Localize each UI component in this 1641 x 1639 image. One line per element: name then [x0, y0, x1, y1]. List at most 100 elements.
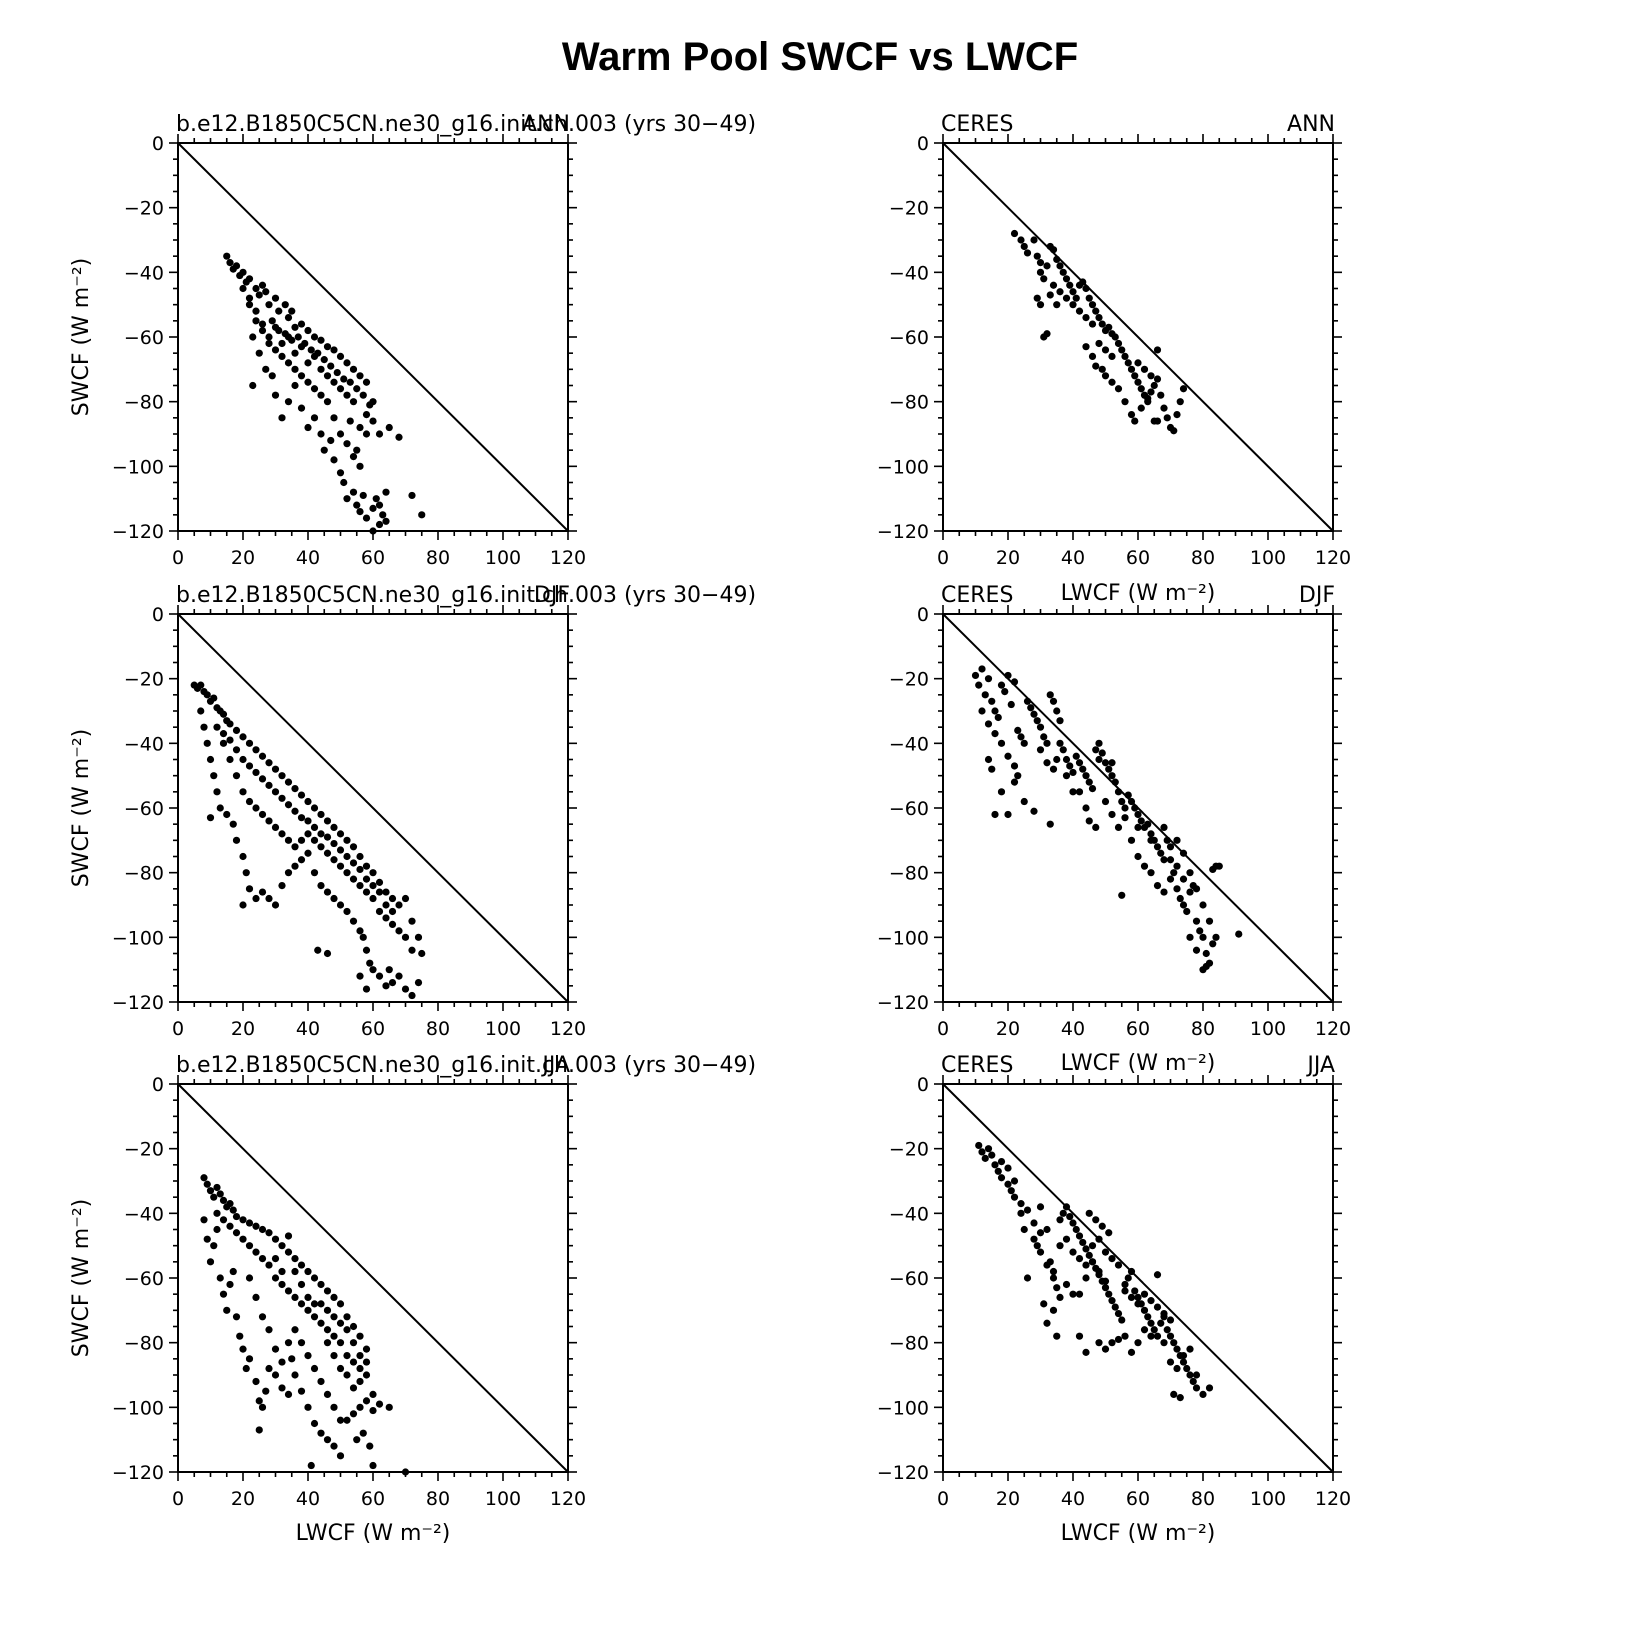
data-point	[385, 1403, 393, 1411]
data-point	[265, 759, 273, 767]
data-point	[291, 785, 299, 793]
data-point	[1163, 414, 1171, 422]
data-point	[262, 288, 270, 296]
data-point	[278, 339, 286, 348]
panel-left-label: CERES	[941, 1053, 1013, 1078]
data-point	[1062, 1203, 1071, 1211]
data-point	[362, 430, 371, 438]
data-point	[239, 733, 247, 741]
data-point	[375, 907, 384, 916]
data-point	[245, 1242, 254, 1250]
data-point	[369, 1461, 377, 1470]
data-point	[278, 794, 286, 802]
data-point	[1010, 229, 1019, 238]
data-point	[304, 1293, 312, 1301]
x-tick-label: 40	[1061, 1488, 1085, 1510]
data-point	[356, 508, 364, 516]
data-point	[206, 755, 215, 764]
data-point	[336, 846, 345, 854]
data-point	[336, 352, 345, 360]
data-point	[356, 462, 364, 470]
data-point	[366, 959, 374, 967]
data-point	[978, 665, 986, 673]
data-point	[288, 336, 296, 344]
data-point	[369, 882, 377, 890]
data-point	[362, 514, 371, 522]
data-point	[216, 804, 224, 812]
data-point	[1114, 385, 1123, 393]
data-point	[226, 736, 234, 744]
data-point	[330, 1403, 338, 1411]
data-point	[1010, 778, 1019, 786]
data-point	[1101, 372, 1110, 380]
x-tick-label: 120	[550, 1488, 586, 1510]
data-point	[1163, 836, 1171, 844]
data-point	[991, 810, 999, 819]
data-point	[343, 359, 351, 367]
data-point	[1179, 1358, 1188, 1366]
data-point	[349, 1358, 358, 1366]
data-point	[232, 746, 241, 754]
data-point	[994, 713, 1002, 722]
data-point	[1004, 1180, 1012, 1188]
data-point	[330, 823, 338, 832]
x-tick-label: 100	[485, 1018, 521, 1040]
data-point	[1092, 362, 1100, 370]
data-point	[258, 810, 267, 819]
y-tick-label: −40	[124, 1203, 164, 1225]
data-point	[997, 788, 1006, 796]
x-tick-label: 60	[1126, 1018, 1150, 1040]
x-tick-label: 60	[361, 547, 385, 569]
x-tick-label: 120	[1315, 1018, 1351, 1040]
data-point	[1059, 1209, 1067, 1217]
data-point	[1017, 1209, 1025, 1217]
data-point	[239, 1216, 247, 1224]
data-point	[1056, 262, 1064, 270]
data-point	[1053, 301, 1061, 309]
data-point	[1134, 1293, 1142, 1301]
data-point	[203, 739, 211, 747]
data-point	[271, 788, 280, 796]
data-point	[994, 1167, 1002, 1175]
data-point	[304, 849, 312, 857]
y-tick-label: −80	[124, 863, 164, 885]
data-point	[1192, 885, 1201, 893]
data-point	[317, 810, 325, 819]
data-point	[401, 933, 410, 941]
data-point	[297, 856, 306, 864]
x-tick-label: 80	[1191, 547, 1215, 569]
data-point	[271, 1274, 280, 1282]
data-point	[1173, 836, 1181, 844]
data-point	[229, 265, 237, 273]
y-tick-label: −80	[889, 1333, 929, 1355]
data-point	[1088, 1242, 1097, 1250]
data-point	[304, 423, 312, 432]
data-point	[252, 768, 260, 777]
data-point	[349, 917, 358, 925]
data-point	[304, 378, 312, 386]
data-point	[1108, 1339, 1116, 1347]
data-point	[258, 775, 267, 783]
data-point	[317, 1300, 325, 1308]
data-point	[336, 901, 345, 909]
data-point	[219, 1196, 228, 1204]
data-point	[1163, 1326, 1171, 1334]
panel-center-label: LWCF (W m⁻²)	[1061, 581, 1216, 606]
data-point	[1111, 333, 1119, 341]
data-point	[288, 1355, 296, 1363]
data-point	[291, 1371, 299, 1379]
data-point	[1147, 830, 1155, 838]
data-point	[336, 469, 345, 477]
data-point	[1108, 810, 1116, 819]
data-point	[1160, 1339, 1168, 1347]
data-point	[197, 707, 205, 715]
data-point	[314, 946, 322, 954]
one-to-one-line	[177, 142, 569, 532]
y-tick-label: −40	[889, 733, 929, 755]
one-to-one-line	[942, 142, 1334, 532]
data-point	[1105, 323, 1113, 331]
data-point	[265, 339, 273, 348]
data-point	[1043, 1225, 1051, 1234]
data-point	[1001, 688, 1009, 696]
data-point	[336, 430, 345, 438]
